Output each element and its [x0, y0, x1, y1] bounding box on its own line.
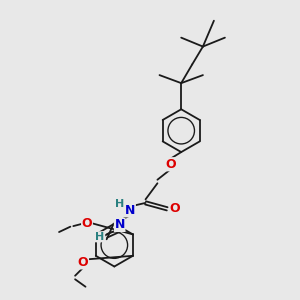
- Text: N: N: [115, 218, 125, 231]
- Text: H: H: [95, 232, 105, 242]
- Text: N: N: [125, 204, 135, 217]
- Text: O: O: [165, 158, 175, 171]
- Text: O: O: [169, 202, 180, 215]
- Text: H: H: [115, 199, 124, 209]
- Text: O: O: [78, 256, 88, 269]
- Text: O: O: [82, 217, 92, 230]
